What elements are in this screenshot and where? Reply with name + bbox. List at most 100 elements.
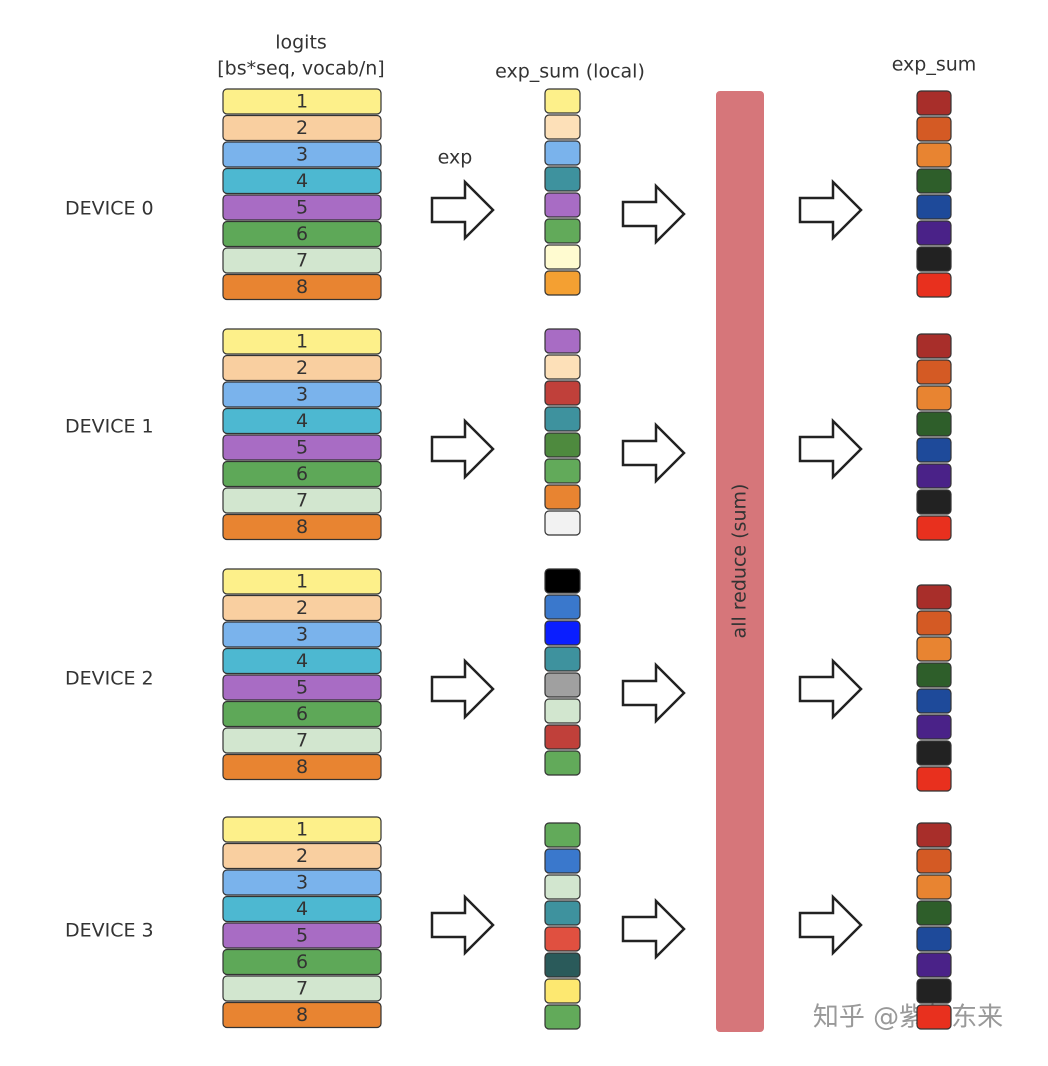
logit-row — [222, 975, 382, 1002]
global-cell — [916, 333, 952, 359]
local-cell — [544, 926, 581, 952]
local-title: exp_sum (local) — [495, 61, 645, 83]
logit-row — [222, 328, 382, 355]
global-cell — [916, 437, 952, 463]
logit-row — [222, 141, 382, 168]
arrow — [798, 417, 863, 481]
logit-label: 5 — [296, 197, 308, 219]
logit-row — [222, 727, 382, 754]
logit-label: 7 — [296, 978, 308, 1000]
logit-label: 3 — [296, 144, 308, 166]
logit-label: 7 — [296, 250, 308, 272]
global-cell — [916, 636, 952, 662]
global-cell — [916, 926, 952, 952]
logit-label: 5 — [296, 677, 308, 699]
local-cell — [544, 672, 581, 698]
logit-label: 8 — [296, 756, 308, 778]
global-cell — [916, 385, 952, 411]
logit-label: 7 — [296, 490, 308, 512]
device-label: DEVICE 0 — [65, 198, 154, 220]
local-cell — [544, 620, 581, 646]
global-cell — [916, 952, 952, 978]
logit-label: 3 — [296, 624, 308, 646]
local-cell — [544, 114, 581, 140]
logit-row — [222, 869, 382, 896]
local-cell — [544, 724, 581, 750]
logit-row — [222, 407, 382, 435]
local-cell — [544, 750, 581, 776]
logit-row — [222, 513, 382, 541]
logit-row — [222, 922, 382, 949]
global-cell — [916, 168, 952, 194]
local-cell — [544, 952, 581, 978]
local-cell — [544, 192, 581, 218]
local-cell — [544, 88, 581, 114]
local-cell — [544, 594, 581, 620]
global-cell — [916, 515, 952, 541]
local-cell — [544, 328, 581, 354]
device-label: DEVICE 1 — [65, 416, 154, 438]
global-cell — [916, 874, 952, 900]
local-cell — [544, 484, 581, 510]
global-cell — [916, 220, 952, 246]
arrow — [430, 893, 495, 957]
global-cell — [916, 1004, 952, 1030]
global-cell — [916, 740, 952, 766]
arrow — [621, 897, 686, 961]
logit-row — [222, 700, 382, 728]
local-cell — [544, 978, 581, 1004]
local-cell — [544, 822, 581, 848]
logit-label: 2 — [296, 357, 308, 379]
global-cell — [916, 662, 952, 688]
exp-label: exp — [438, 147, 473, 169]
watermark: 知乎 @紫气东来 — [813, 1003, 1003, 1033]
logit-label: 8 — [296, 1004, 308, 1026]
logit-label: 6 — [296, 951, 308, 973]
global-cell — [916, 766, 952, 792]
global-cell — [916, 194, 952, 220]
arrow — [621, 661, 686, 725]
logit-label: 4 — [296, 898, 308, 920]
logit-label: 2 — [296, 597, 308, 619]
logit-row — [222, 434, 382, 461]
local-cell — [544, 568, 581, 594]
logit-row — [222, 1001, 382, 1029]
local-cell — [544, 354, 581, 380]
logit-row — [222, 114, 382, 142]
global-cell — [916, 714, 952, 740]
logit-row — [222, 381, 382, 408]
logit-label: 3 — [296, 384, 308, 406]
device-label: DEVICE 2 — [65, 668, 154, 690]
logit-label: 2 — [296, 845, 308, 867]
local-cell — [544, 166, 581, 192]
global-cell — [916, 411, 952, 437]
global-cell — [916, 142, 952, 168]
logit-label: 5 — [296, 437, 308, 459]
logit-row — [222, 594, 382, 622]
logit-row — [222, 948, 382, 976]
local-cell — [544, 698, 581, 724]
arrow — [798, 657, 863, 721]
device-label: DEVICE 3 — [65, 920, 154, 942]
global-cell — [916, 116, 952, 142]
logit-row — [222, 895, 382, 923]
logit-label: 8 — [296, 276, 308, 298]
logit-label: 1 — [296, 819, 308, 841]
global-cell — [916, 978, 952, 1004]
logit-row — [222, 487, 382, 514]
global-cell — [916, 688, 952, 714]
all-reduce-bar — [716, 91, 764, 1032]
logit-row — [222, 88, 382, 115]
global-cell — [916, 822, 952, 848]
local-cell — [544, 406, 581, 432]
logit-label: 7 — [296, 730, 308, 752]
local-cell — [544, 1004, 581, 1030]
logit-row — [222, 674, 382, 701]
logit-row — [222, 753, 382, 781]
logits-shape: [bs*seq, vocab/n] — [217, 58, 384, 80]
local-cell — [544, 874, 581, 900]
logit-row — [222, 568, 382, 595]
global-cell — [916, 246, 952, 272]
logit-row — [222, 247, 382, 274]
arrow — [798, 893, 863, 957]
